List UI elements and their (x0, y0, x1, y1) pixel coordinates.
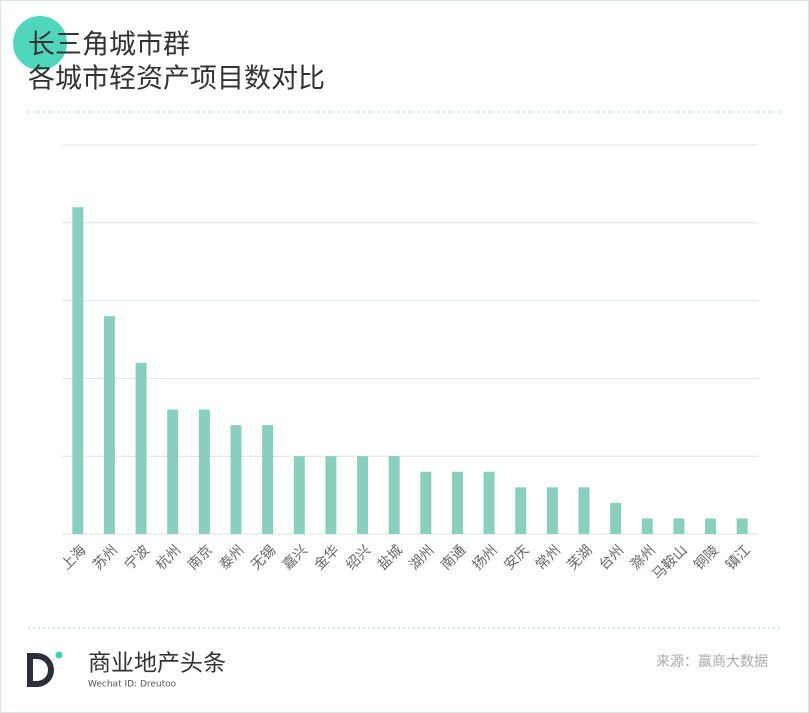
bar (515, 487, 527, 534)
bar (705, 518, 717, 534)
bar (451, 471, 463, 534)
logo (27, 653, 54, 687)
bar (736, 518, 748, 534)
bar (641, 518, 653, 534)
brand: 商业地产头条 (88, 651, 226, 677)
bar (198, 409, 210, 534)
title-badge (13, 16, 67, 70)
bar (357, 456, 369, 534)
bar (103, 316, 115, 534)
bar (420, 471, 432, 534)
logo-dot (55, 651, 63, 659)
source: 来源：赢商大数据 (656, 653, 768, 670)
bar (578, 487, 590, 534)
bar (483, 471, 495, 534)
bar (230, 425, 242, 534)
bar (293, 456, 305, 534)
chart-subtitle: 各城市轻资产项目数对比 (28, 64, 325, 95)
bar (388, 456, 400, 534)
bar (610, 502, 622, 534)
bar (325, 456, 337, 534)
bar (167, 409, 179, 534)
bar (72, 207, 84, 535)
bar (262, 425, 274, 534)
bar (546, 487, 558, 534)
wechat: Wechat ID: Dreutoo (88, 680, 177, 690)
bar (673, 518, 685, 534)
chart-title: 长三角城市群 (28, 30, 190, 61)
bar (135, 362, 147, 534)
